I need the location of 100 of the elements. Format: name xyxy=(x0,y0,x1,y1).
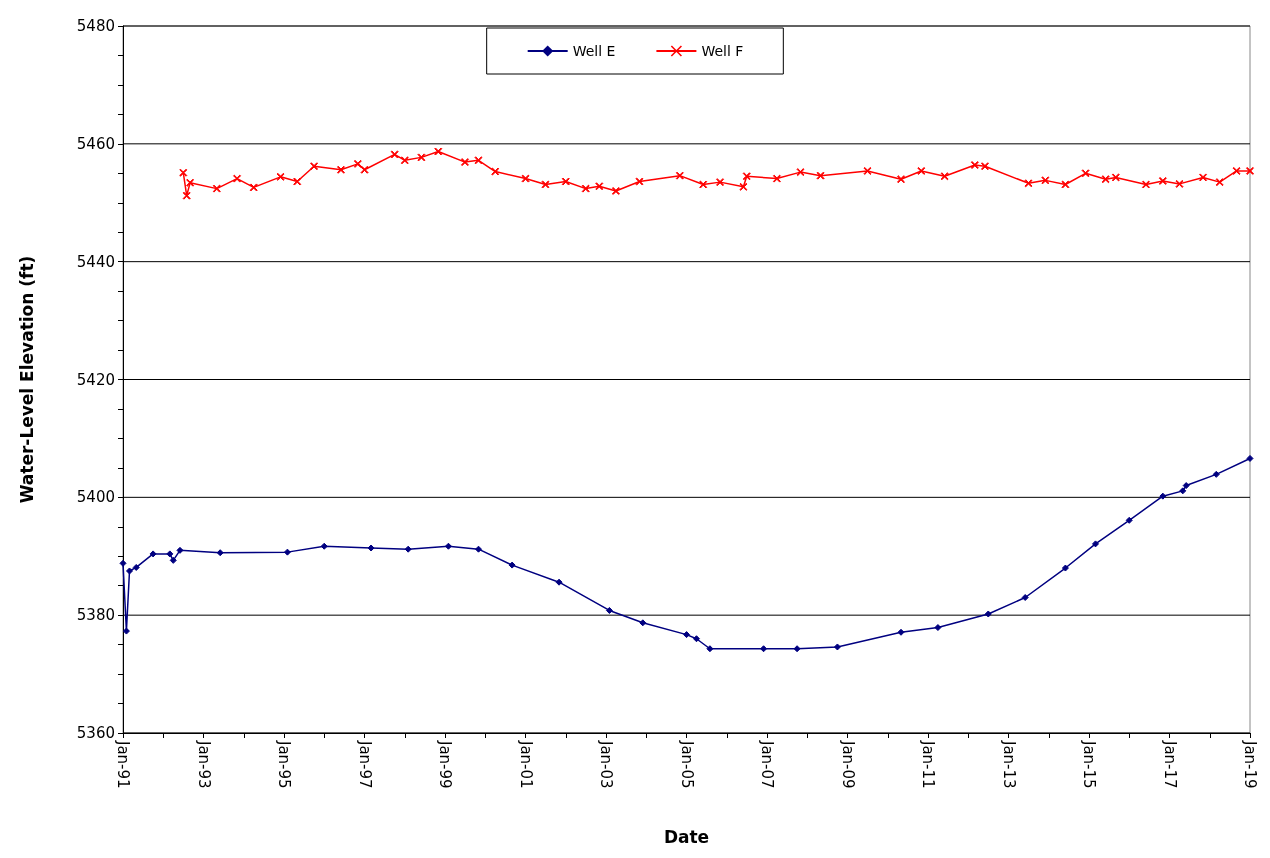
point xyxy=(1141,180,1150,189)
x-tick-label: Jan-95 xyxy=(275,740,293,789)
point xyxy=(1158,176,1167,185)
point xyxy=(508,561,516,569)
point xyxy=(293,177,302,186)
point xyxy=(1246,454,1254,462)
point xyxy=(249,183,258,192)
point xyxy=(796,168,805,177)
x-tick-label: Jan-13 xyxy=(999,740,1018,789)
point xyxy=(276,172,285,181)
point xyxy=(635,177,644,186)
point xyxy=(474,156,483,165)
point xyxy=(336,165,345,174)
point xyxy=(897,628,905,636)
point xyxy=(390,150,399,159)
point xyxy=(555,578,563,586)
x-tick-label: Jan-03 xyxy=(597,740,615,789)
x-tick-label: Jan-01 xyxy=(516,740,535,789)
point xyxy=(460,158,469,167)
x-tick-label: Jan-09 xyxy=(838,740,857,789)
legend-label: Well F xyxy=(701,43,744,59)
point xyxy=(1081,169,1090,178)
point xyxy=(675,171,684,180)
y-tick-label: 5480 xyxy=(76,17,115,35)
point xyxy=(1021,593,1029,601)
point xyxy=(122,627,130,635)
point xyxy=(132,563,140,571)
point xyxy=(186,178,195,187)
point xyxy=(310,162,319,171)
point xyxy=(833,643,841,651)
y-tick-label: 5440 xyxy=(76,252,115,271)
point xyxy=(491,167,500,176)
point xyxy=(434,147,443,156)
point xyxy=(212,184,221,193)
point xyxy=(1175,179,1184,188)
point xyxy=(1125,516,1133,524)
point xyxy=(417,153,426,162)
point xyxy=(119,559,127,567)
point xyxy=(863,166,872,175)
x-tick-label: Jan-19 xyxy=(1241,740,1259,789)
point xyxy=(149,550,157,558)
point xyxy=(475,545,482,553)
point xyxy=(611,186,620,195)
point xyxy=(541,180,550,189)
point xyxy=(176,546,184,554)
point xyxy=(760,645,768,653)
point xyxy=(699,180,708,189)
point xyxy=(320,542,328,550)
x-tick-label: Jan-99 xyxy=(436,740,454,789)
point xyxy=(739,182,748,191)
point xyxy=(404,545,412,553)
point xyxy=(1061,180,1070,189)
y-tick-label: 5420 xyxy=(76,370,115,389)
point xyxy=(521,174,530,183)
point xyxy=(816,171,825,180)
x-tick-label: Jan-15 xyxy=(1080,740,1098,789)
x-tick-label: Jan-07 xyxy=(758,740,776,789)
point xyxy=(182,191,191,200)
x-tick-label: Jan-05 xyxy=(677,740,696,789)
point xyxy=(716,178,725,187)
point xyxy=(917,166,926,175)
legend-label: Well E xyxy=(572,43,616,59)
point xyxy=(934,624,942,632)
point xyxy=(793,645,801,653)
point xyxy=(444,542,452,550)
x-axis-title: Date xyxy=(663,826,710,847)
point xyxy=(400,156,409,165)
point xyxy=(772,174,781,183)
point xyxy=(940,172,949,181)
point xyxy=(1212,470,1220,478)
y-tick-label: 5360 xyxy=(76,724,115,742)
point xyxy=(639,619,647,627)
point xyxy=(1179,487,1187,495)
y-tick-label: 5400 xyxy=(76,488,115,507)
y-tick-label: 5460 xyxy=(76,134,115,153)
point xyxy=(683,631,691,639)
point xyxy=(360,165,369,174)
point xyxy=(367,544,375,552)
point xyxy=(283,548,291,556)
point xyxy=(897,175,905,184)
x-tick-label: Jan-97 xyxy=(355,740,374,789)
point xyxy=(970,161,979,170)
point xyxy=(581,184,590,193)
point xyxy=(742,172,751,181)
point xyxy=(980,162,989,171)
point xyxy=(353,159,362,168)
point xyxy=(1159,492,1167,500)
x-tick-label: Jan-91 xyxy=(114,740,132,789)
point xyxy=(1232,166,1241,175)
point xyxy=(126,567,133,575)
point xyxy=(179,168,188,177)
x-tick-label: Jan-17 xyxy=(1160,740,1179,789)
point xyxy=(692,635,700,643)
point xyxy=(984,610,992,618)
point xyxy=(1101,175,1110,184)
y-axis-title: Water-Level Elevation (ft) xyxy=(16,255,37,504)
point xyxy=(1246,166,1254,175)
x-tick-label: Jan-93 xyxy=(194,740,213,789)
point xyxy=(1092,540,1099,548)
point xyxy=(169,556,177,564)
